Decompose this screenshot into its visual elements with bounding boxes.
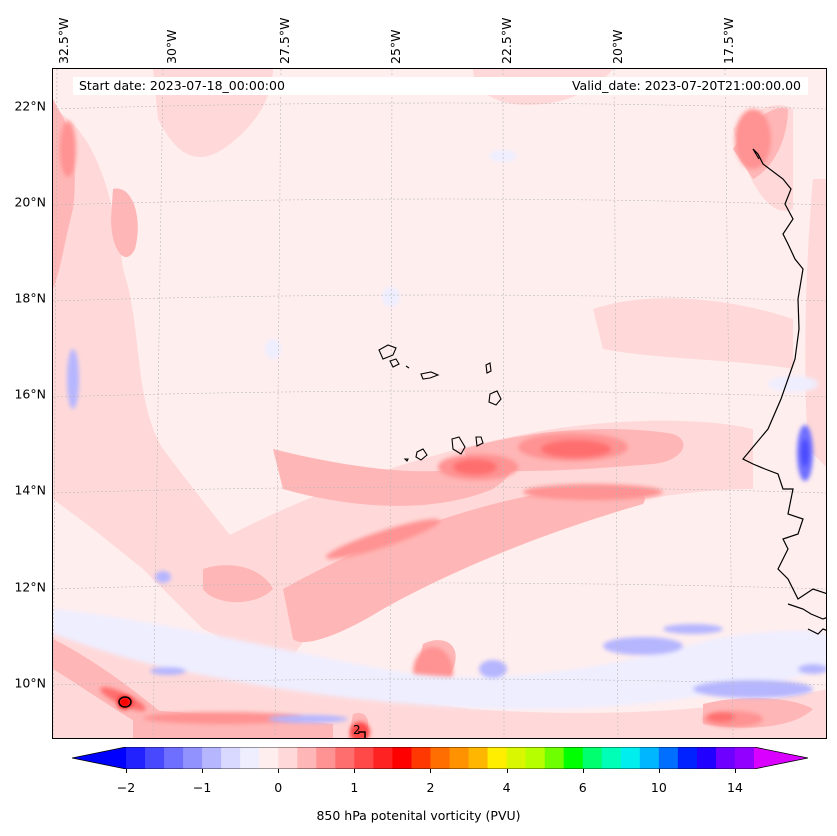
pv-contours-strong xyxy=(60,109,771,738)
colorbar-tick-label: 2 xyxy=(426,780,435,795)
colorbar-segment xyxy=(411,747,431,769)
colorbar-tick-label: 1 xyxy=(350,780,359,795)
colorbar-segment xyxy=(468,747,489,769)
colorbar xyxy=(72,747,808,769)
colorbar-tick xyxy=(506,769,508,773)
lon-label: 20°W xyxy=(610,29,625,64)
lon-label: 17.5°W xyxy=(721,17,736,64)
colorbar-tick xyxy=(430,769,432,773)
colorbar-segment xyxy=(563,747,584,769)
colorbar-segment xyxy=(658,747,679,769)
date-banner: Start date: 2023-07-18_00:00:00 Valid_da… xyxy=(73,77,808,95)
colorbar-tick xyxy=(658,769,660,773)
colorbar-segment xyxy=(297,747,317,769)
colorbar-tick-label: 14 xyxy=(727,780,743,795)
colorbar-segment xyxy=(639,747,660,769)
colorbar-tick xyxy=(582,769,584,773)
colorbar-extend-min xyxy=(72,747,126,769)
colorbar-tick xyxy=(126,769,127,773)
contour-line xyxy=(358,731,366,738)
lon-label: 22.5°W xyxy=(499,17,514,64)
colorbar-tick-label: 10 xyxy=(650,780,667,795)
colorbar-tick-label: −2 xyxy=(116,780,136,795)
colorbar-segment xyxy=(601,747,622,769)
colorbar-segment xyxy=(354,747,374,769)
contour-line xyxy=(118,696,132,708)
colorbar-segment xyxy=(582,747,603,769)
contour-label: 2 xyxy=(353,723,361,737)
colorbar-segment xyxy=(734,747,755,769)
colorbar-segment xyxy=(715,747,736,769)
lat-label: 22°N xyxy=(14,98,46,114)
lat-label: 12°N xyxy=(14,579,46,595)
colorbar-segment xyxy=(430,747,451,769)
valid-date: Valid_date: 2023-07-20T21:00:00.00 xyxy=(571,78,801,93)
colorbar-segment xyxy=(677,747,698,769)
colorbar-segment xyxy=(487,747,508,769)
colorbar-tick xyxy=(278,769,280,773)
colorbar-tick xyxy=(202,769,204,773)
colorbar-tick xyxy=(734,769,736,773)
colorbar-segment xyxy=(126,747,146,769)
colorbar-tick-label: 0 xyxy=(274,780,283,795)
colorbar-segment xyxy=(335,747,355,769)
colorbar-tick-label: 4 xyxy=(502,780,511,795)
lon-label: 30°W xyxy=(164,29,179,64)
colorbar-segment xyxy=(392,747,412,769)
colorbar-segment xyxy=(221,747,241,769)
pv-field-map: 2 xyxy=(53,69,826,738)
coastline xyxy=(742,148,826,635)
colorbar-segment xyxy=(525,747,546,769)
colorbar-segment xyxy=(145,747,165,769)
colorbar-ticks: −2 −1 0 1 2 4 6 10 14 xyxy=(72,769,808,799)
cape-verde-islands xyxy=(378,344,502,462)
lon-label: 32.5°W xyxy=(56,17,71,64)
start-date: Start date: 2023-07-18_00:00:00 xyxy=(79,78,285,93)
lat-label: 16°N xyxy=(14,386,46,402)
colorbar-tick xyxy=(354,769,356,773)
map-panel[interactable]: 2 Start date: 2023-07-18_00:00:00 Valid_… xyxy=(52,68,827,739)
colorbar-tick-label: 6 xyxy=(578,780,587,795)
colorbar-segment xyxy=(278,747,298,769)
lon-label: 27.5°W xyxy=(277,17,292,64)
graticule xyxy=(53,69,826,738)
lat-label: 18°N xyxy=(14,290,46,306)
colorbar-segment xyxy=(316,747,336,769)
longitude-labels: 32.5°W 30°W 27.5°W 25°W 22.5°W 20°W 17.5… xyxy=(0,0,837,68)
colorbar-segment xyxy=(696,747,717,769)
colorbar-segment xyxy=(259,747,279,769)
colorbar-title: 850 hPa potenital vorticity (PVU) xyxy=(316,808,521,823)
colorbar-extend-max xyxy=(754,747,808,769)
latitude-labels: 22°N 20°N 18°N 16°N 14°N 12°N 10°N xyxy=(0,0,52,740)
colorbar-segment xyxy=(240,747,260,769)
colorbar-segment xyxy=(373,747,393,769)
colorbar-segment xyxy=(202,747,222,769)
colorbar-segment xyxy=(544,747,565,769)
colorbar-segment xyxy=(164,747,184,769)
colorbar-segment xyxy=(183,747,203,769)
lat-label: 20°N xyxy=(14,194,46,210)
pv-contours-negative xyxy=(53,150,826,723)
colorbar-segment xyxy=(620,747,641,769)
lat-label: 10°N xyxy=(14,675,46,691)
lon-label: 25°W xyxy=(388,29,403,64)
lat-label: 14°N xyxy=(14,482,46,498)
colorbar-segment xyxy=(449,747,470,769)
colorbar-segment xyxy=(506,747,527,769)
colorbar-tick-label: −1 xyxy=(192,780,212,795)
